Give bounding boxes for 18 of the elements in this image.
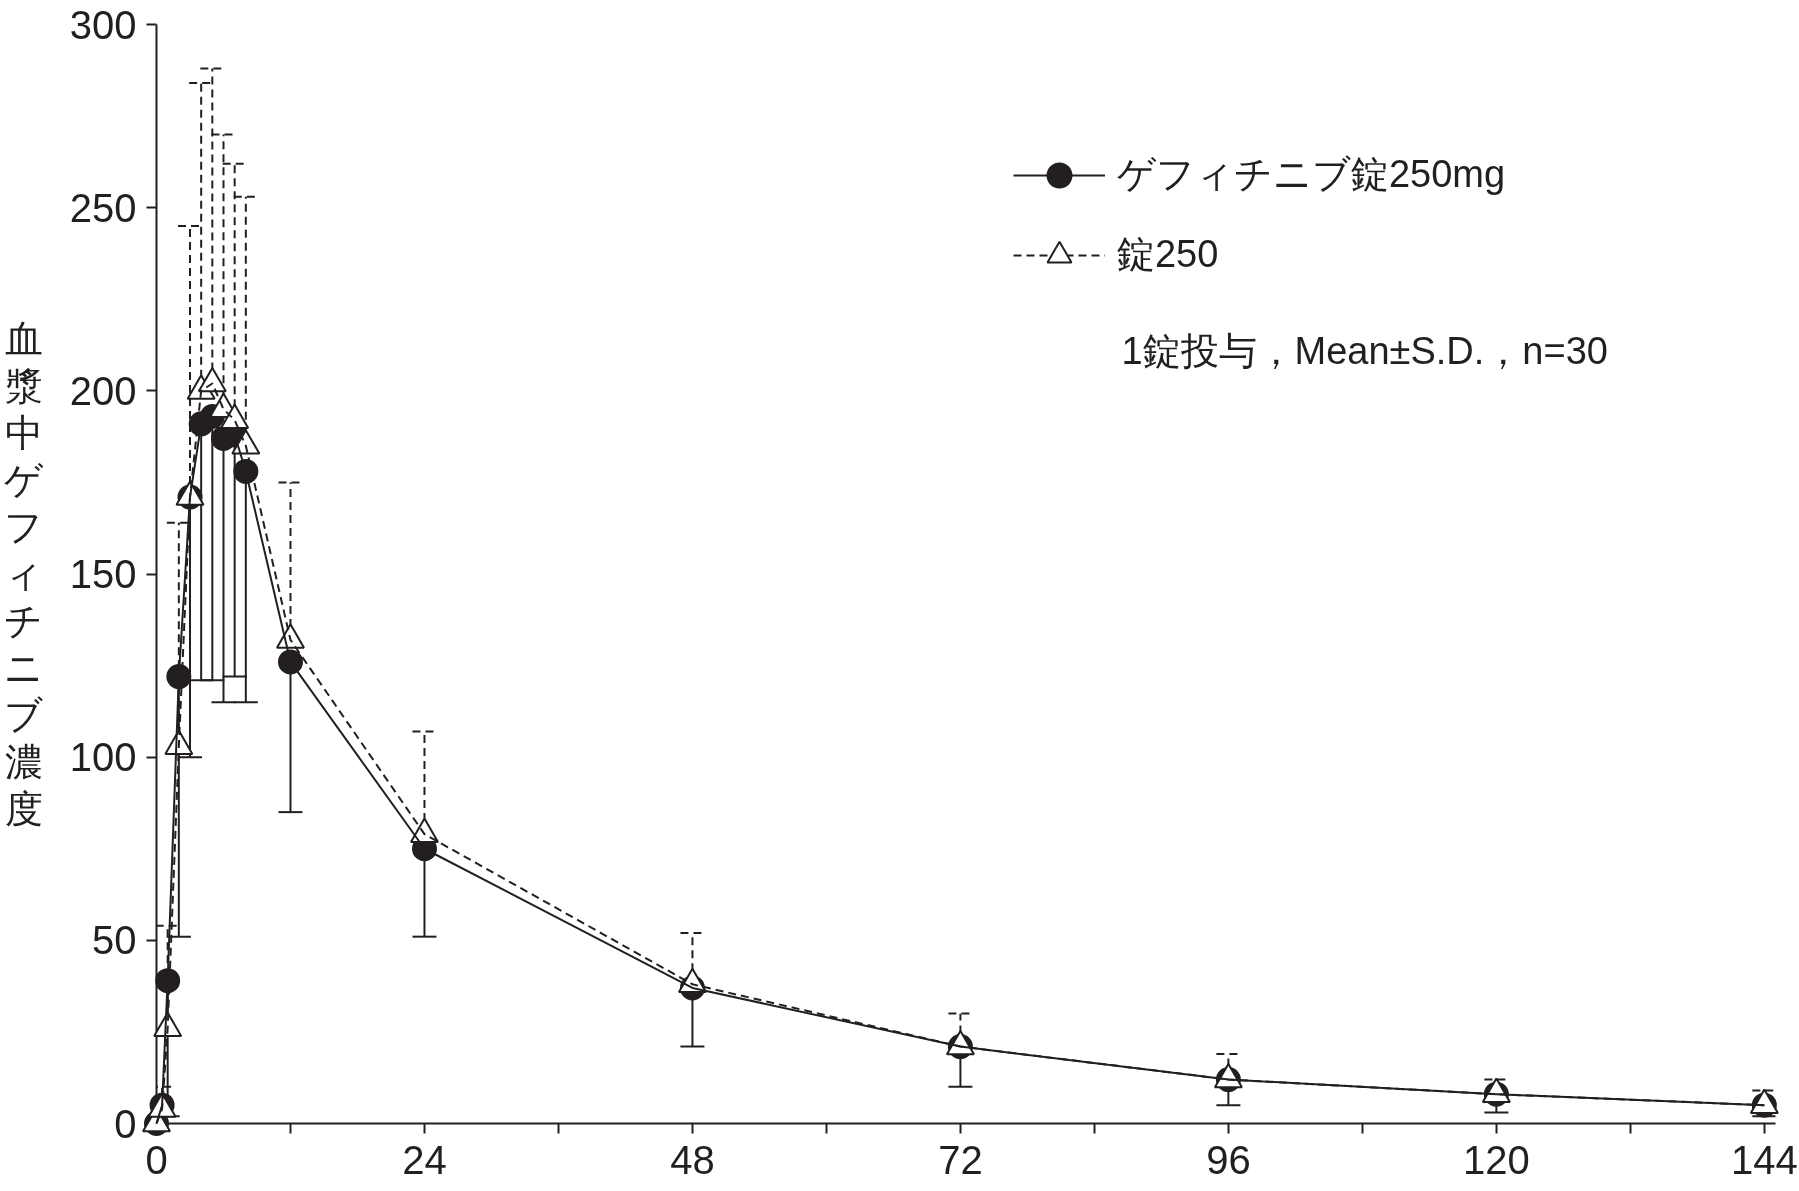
y-tick-label: 150 xyxy=(69,552,137,596)
text: 血漿中ゲフィチニブ濃度 xyxy=(3,317,43,831)
annotation: 1錠投与，Mean±S.D.，n=30 xyxy=(1121,329,1608,372)
x-tick-label: 72 xyxy=(938,1137,983,1182)
legend-label: 錠250 xyxy=(1116,232,1219,278)
y-tick-label: 50 xyxy=(92,918,137,963)
x-tick-label: 96 xyxy=(1206,1137,1251,1182)
y-tick-label: 100 xyxy=(69,735,137,780)
legend-label: ゲフィチニブ錠250mg xyxy=(1116,152,1506,198)
y-tick-label: 250 xyxy=(69,185,137,230)
y-tick-label: 300 xyxy=(69,2,137,47)
x-tick-label: 48 xyxy=(670,1137,715,1182)
x-tick-label: 120 xyxy=(1462,1137,1530,1182)
y-tick-label: 0 xyxy=(114,1101,137,1146)
x-tick-label: 144 xyxy=(1730,1137,1798,1182)
x-tick-label: 0 xyxy=(145,1137,168,1182)
y-tick-label: 200 xyxy=(69,368,137,413)
x-tick-label: 24 xyxy=(402,1137,447,1182)
